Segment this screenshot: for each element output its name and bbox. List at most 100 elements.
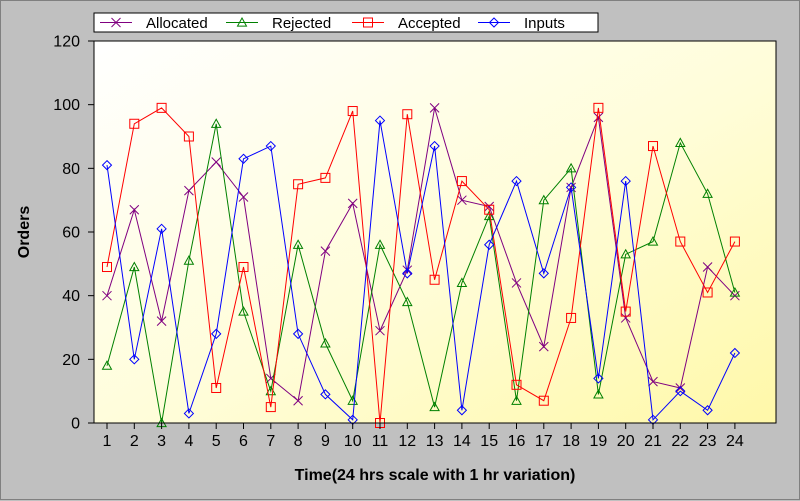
- y-tick-label: 0: [71, 416, 80, 433]
- x-tick-label: 2: [130, 433, 139, 450]
- data-point-accepted: [538, 395, 549, 406]
- data-point-inputs: [374, 115, 386, 126]
- x-tick-label: 24: [726, 433, 744, 450]
- data-point-inputs: [238, 153, 249, 164]
- data-point-rejected: [238, 306, 249, 316]
- data-point-rejected: [674, 137, 686, 147]
- data-point-rejected: [210, 118, 222, 128]
- data-point-accepted: [429, 274, 440, 285]
- data-point-rejected: [183, 255, 195, 265]
- data-point-allocated: [429, 102, 440, 113]
- x-tick-label: 13: [426, 433, 444, 450]
- data-point-allocated: [484, 201, 495, 212]
- data-point-rejected: [538, 194, 550, 205]
- data-point-inputs: [565, 182, 577, 193]
- data-point-accepted: [566, 312, 577, 323]
- data-point-accepted: [675, 236, 686, 247]
- data-point-accepted: [511, 379, 522, 390]
- data-point-accepted: [211, 382, 222, 393]
- data-point-accepted: [648, 141, 658, 152]
- data-point-accepted: [347, 106, 358, 117]
- legend-marker-allocated: [111, 17, 121, 28]
- series-line-allocated: [106, 107, 736, 402]
- series-layer: [101, 102, 741, 428]
- data-point-rejected: [128, 261, 140, 272]
- legend-label-rejected: Rejected: [272, 15, 331, 32]
- data-point-accepted: [102, 262, 112, 273]
- legend: Allocated Rejected Accepted Inputs: [93, 12, 599, 33]
- x-tick-label: 16: [508, 433, 526, 450]
- x-tick-label: 5: [212, 433, 221, 450]
- data-point-accepted: [484, 204, 495, 215]
- data-point-allocated: [211, 157, 222, 167]
- x-tick-label: 18: [562, 433, 580, 450]
- y-tick-label: 120: [53, 34, 80, 51]
- data-point-rejected: [401, 296, 413, 307]
- legend-marker-accepted: [363, 17, 373, 28]
- data-point-accepted: [238, 262, 249, 273]
- data-point-accepted: [593, 102, 604, 113]
- data-point-inputs: [483, 239, 495, 250]
- x-tick-label: 17: [535, 433, 553, 450]
- data-point-accepted: [156, 102, 167, 113]
- data-point-allocated: [320, 246, 331, 256]
- x-tick-label: 3: [157, 433, 166, 450]
- data-point-inputs: [210, 328, 222, 340]
- x-tick-label: 15: [480, 433, 498, 450]
- data-point-allocated: [402, 265, 413, 276]
- legend-label-inputs: Inputs: [524, 15, 565, 32]
- legend-marker-rejected: [236, 16, 248, 27]
- data-point-inputs: [402, 268, 413, 279]
- data-point-allocated: [347, 198, 358, 209]
- data-point-allocated: [102, 290, 112, 301]
- data-point-accepted: [320, 172, 331, 183]
- legend-marker-inputs: [488, 17, 500, 28]
- data-point-inputs: [593, 373, 604, 384]
- x-tick-label: 23: [699, 433, 717, 450]
- y-tick-label: 80: [62, 161, 80, 178]
- data-point-rejected: [101, 360, 113, 370]
- data-point-accepted: [456, 176, 467, 187]
- data-point-inputs: [101, 159, 113, 171]
- data-point-accepted: [129, 118, 140, 129]
- x-tick-label: 7: [266, 433, 275, 450]
- data-point-accepted: [729, 236, 740, 247]
- data-point-allocated: [511, 278, 522, 288]
- series-allocated: [102, 102, 740, 406]
- data-point-rejected: [702, 188, 713, 198]
- x-tick-label: 21: [644, 433, 662, 450]
- data-point-rejected: [483, 210, 495, 221]
- series-inputs: [101, 115, 741, 426]
- x-tick-label: 9: [321, 433, 330, 450]
- data-point-rejected: [429, 401, 440, 412]
- data-point-rejected: [456, 277, 468, 288]
- data-point-accepted: [402, 109, 413, 120]
- x-tick-label: 10: [344, 433, 362, 450]
- x-tick-label: 6: [239, 433, 248, 450]
- data-point-accepted: [702, 287, 713, 298]
- data-point-rejected: [647, 236, 659, 246]
- y-axis-title: Orders: [16, 206, 33, 259]
- data-point-inputs: [729, 347, 741, 359]
- y-tick-label: 100: [53, 97, 80, 114]
- data-point-allocated: [457, 195, 467, 206]
- x-axis-title: Time(24 hrs scale with 1 hr variation): [295, 467, 576, 484]
- plot-area: [94, 41, 776, 423]
- data-point-allocated: [702, 262, 713, 272]
- data-point-inputs: [702, 405, 713, 416]
- data-point-inputs: [429, 140, 440, 152]
- data-point-inputs: [538, 268, 550, 279]
- y-tick-label: 20: [62, 352, 80, 369]
- data-point-allocated: [184, 185, 194, 196]
- data-point-rejected: [620, 248, 632, 259]
- x-tick-label: 12: [398, 433, 416, 450]
- data-point-inputs: [511, 175, 522, 187]
- data-point-inputs: [156, 223, 167, 235]
- data-point-allocated: [129, 204, 140, 215]
- x-tick-label: 4: [184, 433, 193, 450]
- data-point-allocated: [156, 316, 167, 326]
- data-point-inputs: [265, 140, 277, 152]
